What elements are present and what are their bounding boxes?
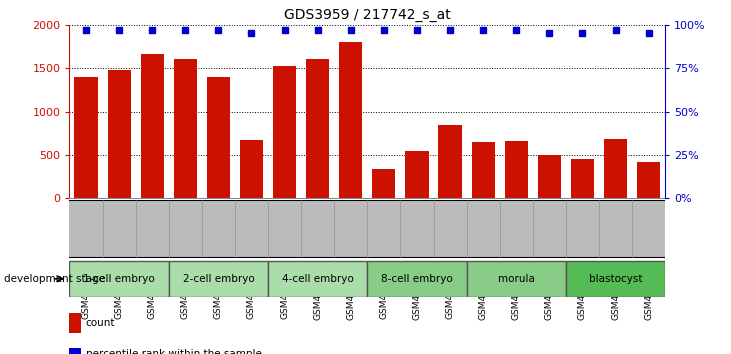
- Text: 4-cell embryo: 4-cell embryo: [282, 274, 354, 284]
- Text: 1-cell embryo: 1-cell embryo: [83, 274, 155, 284]
- Text: count: count: [86, 318, 115, 328]
- Text: development stage: development stage: [4, 274, 105, 284]
- Bar: [75, 77, 97, 198]
- Bar: [273, 67, 296, 198]
- Bar: [140, 54, 164, 198]
- Text: 2-cell embryo: 2-cell embryo: [183, 274, 254, 284]
- Text: 8-cell embryo: 8-cell embryo: [381, 274, 452, 284]
- Bar: [439, 125, 462, 198]
- Bar: [174, 59, 197, 198]
- Bar: [406, 150, 428, 198]
- Bar: [207, 77, 230, 198]
- Title: GDS3959 / 217742_s_at: GDS3959 / 217742_s_at: [284, 8, 451, 22]
- Bar: [339, 42, 363, 198]
- FancyBboxPatch shape: [566, 261, 665, 297]
- FancyBboxPatch shape: [268, 261, 367, 297]
- Text: blastocyst: blastocyst: [588, 274, 643, 284]
- Bar: [637, 162, 660, 198]
- Bar: [372, 169, 395, 198]
- FancyBboxPatch shape: [367, 261, 466, 297]
- Bar: [538, 155, 561, 198]
- Bar: [306, 59, 329, 198]
- Bar: [504, 141, 528, 198]
- Bar: [107, 70, 131, 198]
- Bar: [471, 142, 495, 198]
- FancyBboxPatch shape: [169, 261, 268, 297]
- Bar: [240, 140, 263, 198]
- FancyBboxPatch shape: [69, 261, 169, 297]
- Bar: [604, 139, 627, 198]
- Text: percentile rank within the sample: percentile rank within the sample: [86, 349, 262, 354]
- FancyBboxPatch shape: [466, 261, 566, 297]
- Bar: [571, 159, 594, 198]
- Text: morula: morula: [498, 274, 534, 284]
